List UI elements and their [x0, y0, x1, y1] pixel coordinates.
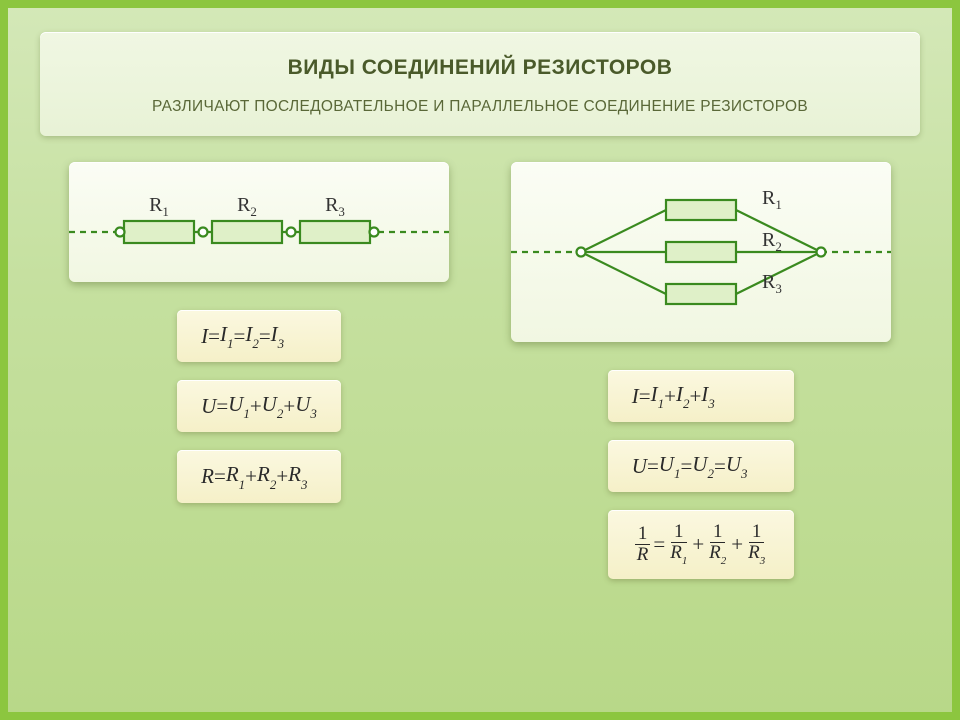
series-resistor-label-3: R3 — [325, 194, 345, 219]
header-panel: ВИДЫ СОЕДИНЕНИЙ РЕЗИСТОРОВ РАЗЛИЧАЮТ ПОС… — [40, 32, 920, 136]
circuit-node — [370, 228, 379, 237]
parallel-formula-3: 1R = 1R1 + 1R2 + 1R3 — [608, 510, 794, 578]
series-resistor-label-1: R1 — [149, 194, 169, 219]
series-resistor-label-2: R2 — [237, 194, 257, 219]
series-resistor-3 — [300, 221, 370, 243]
series-column: R1 R2 R3 I = I1 = I2 = I3 U = U1 + U2 + U3 R… — [49, 162, 469, 597]
page-subtitle: РАЗЛИЧАЮТ ПОСЛЕДОВАТЕЛЬНОЕ И ПАРАЛЛЕЛЬНО… — [60, 98, 900, 116]
parallel-resistor-label-3: R3 — [762, 271, 782, 296]
series-resistor-2 — [212, 221, 282, 243]
parallel-resistor-3 — [666, 284, 736, 304]
page-title: ВИДЫ СОЕДИНЕНИЙ РЕЗИСТОРОВ — [60, 56, 900, 80]
parallel-resistor-label-1: R1 — [762, 187, 782, 212]
parallel-formulas: I = I1 + I2 + I3 U = U1 = U2 = U3 1R = 1R1… — [608, 370, 794, 597]
series-circuit-svg: R1 R2 R3 — [69, 162, 449, 282]
series-formulas: I = I1 = I2 = I3 U = U1 + U2 + U3 R = R1 +… — [177, 310, 341, 521]
parallel-circuit-diagram: R1 R2 R3 — [511, 162, 891, 342]
parallel-resistor-label-2: R2 — [762, 229, 782, 254]
circuit-node — [577, 248, 586, 257]
parallel-resistor-2 — [666, 242, 736, 262]
series-formula-3: R = R1 + R2 + R3 — [177, 450, 341, 502]
series-resistor-1 — [124, 221, 194, 243]
content-area: R1 R2 R3 I = I1 = I2 = I3 U = U1 + U2 + U3 R… — [8, 152, 952, 597]
parallel-resistor-1 — [666, 200, 736, 220]
circuit-node — [199, 228, 208, 237]
circuit-node — [817, 248, 826, 257]
series-formula-1: I = I1 = I2 = I3 — [177, 310, 341, 362]
circuit-node — [116, 228, 125, 237]
parallel-formula-1: I = I1 + I2 + I3 — [608, 370, 794, 422]
parallel-column: R1 R2 R3 I = I1 + I2 + I3 U = U1 = U2 = U3 1… — [491, 162, 911, 597]
series-formula-2: U = U1 + U2 + U3 — [177, 380, 341, 432]
parallel-formula-2: U = U1 = U2 = U3 — [608, 440, 794, 492]
parallel-circuit-svg: R1 R2 R3 — [511, 162, 891, 342]
series-circuit-diagram: R1 R2 R3 — [69, 162, 449, 282]
circuit-node — [287, 228, 296, 237]
